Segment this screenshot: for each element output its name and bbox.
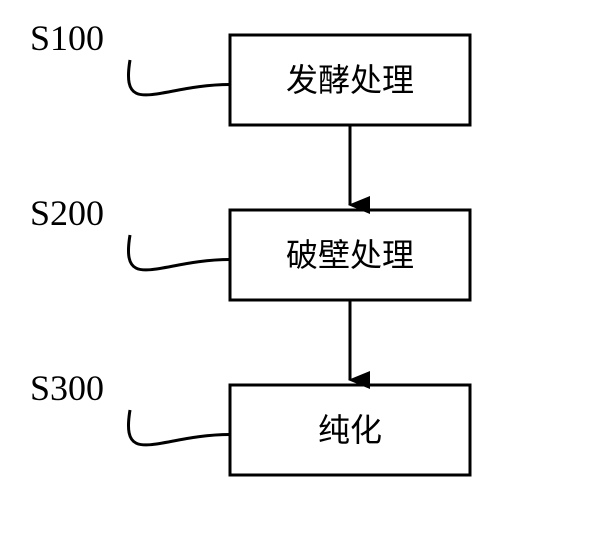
flow-box-label-S100: 发酵处理: [286, 62, 414, 98]
step-connector-S200: [128, 235, 230, 270]
flow-box-label-S200: 破壁处理: [286, 237, 414, 273]
flowchart-diagram: 发酵处理破壁处理纯化 S100 S200 S300: [0, 0, 614, 540]
step-label-S300: S300: [30, 368, 104, 408]
step-label-S100: S100: [30, 18, 104, 58]
step-label-S200: S200: [30, 193, 104, 233]
flow-box-label-S300: 纯化: [318, 412, 382, 448]
step-connector-S100: [128, 60, 230, 95]
step-connector-S300: [128, 410, 230, 445]
